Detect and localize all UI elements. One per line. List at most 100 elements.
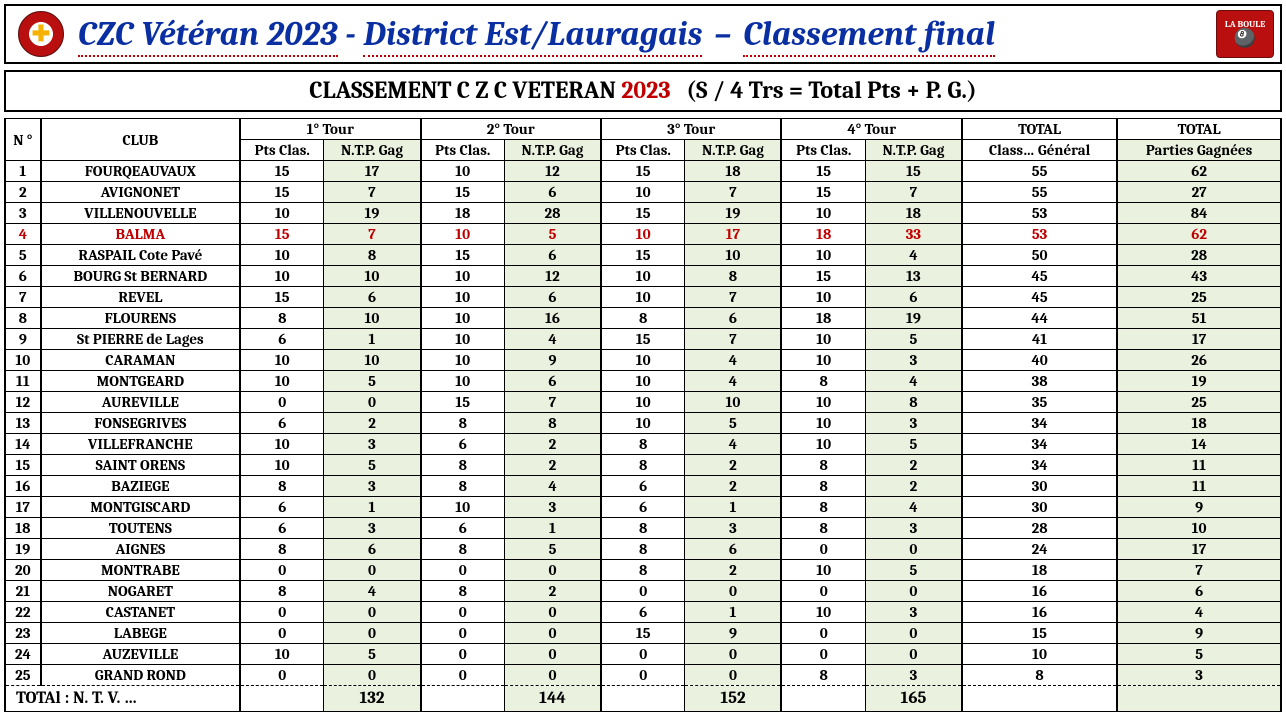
cell-club: BOURG St BERNARD: [41, 266, 240, 287]
cell-club: RASPAIL Cote Pavé: [41, 245, 240, 266]
subcol-pts-2: Pts Clas.: [421, 140, 505, 161]
cell-club: BALMA: [41, 224, 240, 245]
cell-ntp: 0: [324, 665, 421, 686]
cell-ntp: 3: [865, 518, 962, 539]
cell-pts: 10: [781, 329, 865, 350]
cell-ntp: 19: [324, 203, 421, 224]
cell-pts: 8: [240, 308, 324, 329]
cell-pts: 10: [421, 224, 505, 245]
cell-ntp: 33: [865, 224, 962, 245]
cell-pts: 8: [781, 518, 865, 539]
cell-total-pg: 62: [1117, 161, 1281, 182]
cell-pts: 15: [240, 224, 324, 245]
total-ntp-4: 165: [865, 686, 962, 712]
cell-total-pg: 25: [1117, 287, 1281, 308]
cell-pts: 10: [421, 287, 505, 308]
cell-ntp: 3: [865, 665, 962, 686]
cell-club: CARAMAN: [41, 350, 240, 371]
cell-ntp: 1: [685, 497, 782, 518]
cell-pts: 8: [601, 518, 685, 539]
cell-pts: 10: [781, 560, 865, 581]
cell-ntp: 18: [685, 161, 782, 182]
cell-rank: 1: [5, 161, 41, 182]
cell-ntp: 0: [685, 665, 782, 686]
cell-ntp: 1: [324, 497, 421, 518]
cell-ntp: 15: [865, 161, 962, 182]
cell-total-pg: 11: [1117, 476, 1281, 497]
subcol-ntp-4: N.T.P. Gag: [865, 140, 962, 161]
cell-rank: 14: [5, 434, 41, 455]
cell-total-class: 34: [962, 455, 1117, 476]
cell-total-pg: 26: [1117, 350, 1281, 371]
table-row: 14VILLEFRANCHE10362841053414: [5, 434, 1281, 455]
cell-ntp: 4: [865, 497, 962, 518]
cell-pts: 0: [240, 560, 324, 581]
cell-pts: 8: [781, 665, 865, 686]
cell-ntp: 6: [504, 287, 601, 308]
cell-ntp: 10: [324, 350, 421, 371]
cell-ntp: 3: [865, 602, 962, 623]
cell-pts: 15: [240, 161, 324, 182]
table-row: 4BALMA157105101718335362: [5, 224, 1281, 245]
cell-ntp: 0: [324, 602, 421, 623]
cell-total-class: 41: [962, 329, 1117, 350]
table-row: 7REVEL1561061071064525: [5, 287, 1281, 308]
cell-ntp: 7: [685, 182, 782, 203]
cell-total-class: 28: [962, 518, 1117, 539]
subcol-ntp-1: N.T.P. Gag: [324, 140, 421, 161]
cell-ntp: 19: [865, 308, 962, 329]
cell-ntp: 0: [324, 623, 421, 644]
cell-club: FOURQEAUVAUX: [41, 161, 240, 182]
cell-ntp: 5: [324, 455, 421, 476]
cell-total-pg: 7: [1117, 560, 1281, 581]
table-row: 21NOGARET84820000166: [5, 581, 1281, 602]
cell-pts: 10: [601, 266, 685, 287]
cell-pts: 18: [781, 308, 865, 329]
cell-pts: 10: [240, 350, 324, 371]
cell-total-class: 15: [962, 623, 1117, 644]
banner-year: 2023: [621, 76, 670, 104]
cell-pts: 10: [781, 203, 865, 224]
cell-rank: 10: [5, 350, 41, 371]
cell-pts: 8: [421, 455, 505, 476]
cell-ntp: 4: [685, 371, 782, 392]
occitan-cross-icon: ✚: [19, 12, 63, 56]
col-n: N °: [5, 119, 41, 161]
cell-ntp: 2: [865, 455, 962, 476]
cell-pts: 8: [421, 581, 505, 602]
cell-ntp: 10: [324, 266, 421, 287]
cell-ntp: 7: [865, 182, 962, 203]
cell-ntp: 2: [504, 581, 601, 602]
cell-ntp: 6: [865, 287, 962, 308]
banner-suffix: (S / 4 Trs = Total Pts + P. G.): [686, 76, 976, 104]
cell-ntp: 0: [685, 644, 782, 665]
cell-ntp: 28: [504, 203, 601, 224]
cell-club: BAZIEGE: [41, 476, 240, 497]
cell-ntp: 4: [324, 581, 421, 602]
cell-pts: 10: [601, 392, 685, 413]
table-row: 18TOUTENS636183832810: [5, 518, 1281, 539]
ranking-table: N ° CLUB 1° Tour 2° Tour 3° Tour 4° Tour…: [4, 118, 1282, 712]
table-row: 11MONTGEARD105106104843819: [5, 371, 1281, 392]
cell-ntp: 0: [865, 539, 962, 560]
cell-total-pg: 9: [1117, 623, 1281, 644]
cell-pts: 8: [781, 497, 865, 518]
cell-club: LABEGE: [41, 623, 240, 644]
cell-pts: 10: [240, 434, 324, 455]
cell-rank: 6: [5, 266, 41, 287]
cell-club: FLOURENS: [41, 308, 240, 329]
cell-ntp: 5: [504, 224, 601, 245]
cell-rank: 20: [5, 560, 41, 581]
cell-ntp: 6: [685, 308, 782, 329]
cell-ntp: 5: [865, 560, 962, 581]
cell-pts: 10: [421, 266, 505, 287]
cell-pts: 0: [781, 644, 865, 665]
cell-ntp: 8: [324, 245, 421, 266]
cell-ntp: 0: [324, 560, 421, 581]
table-row: 1FOURQEAUVAUX15171012151815155562: [5, 161, 1281, 182]
cell-total-class: 55: [962, 182, 1117, 203]
cell-pts: 10: [601, 224, 685, 245]
cell-pts: 0: [240, 392, 324, 413]
cell-club: VILLENOUVELLE: [41, 203, 240, 224]
cell-ntp: 5: [504, 539, 601, 560]
